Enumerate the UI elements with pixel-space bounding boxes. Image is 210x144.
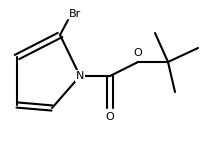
Text: O: O <box>134 48 143 58</box>
Text: N: N <box>76 71 84 81</box>
Text: Br: Br <box>69 8 81 19</box>
Text: O: O <box>106 112 114 122</box>
